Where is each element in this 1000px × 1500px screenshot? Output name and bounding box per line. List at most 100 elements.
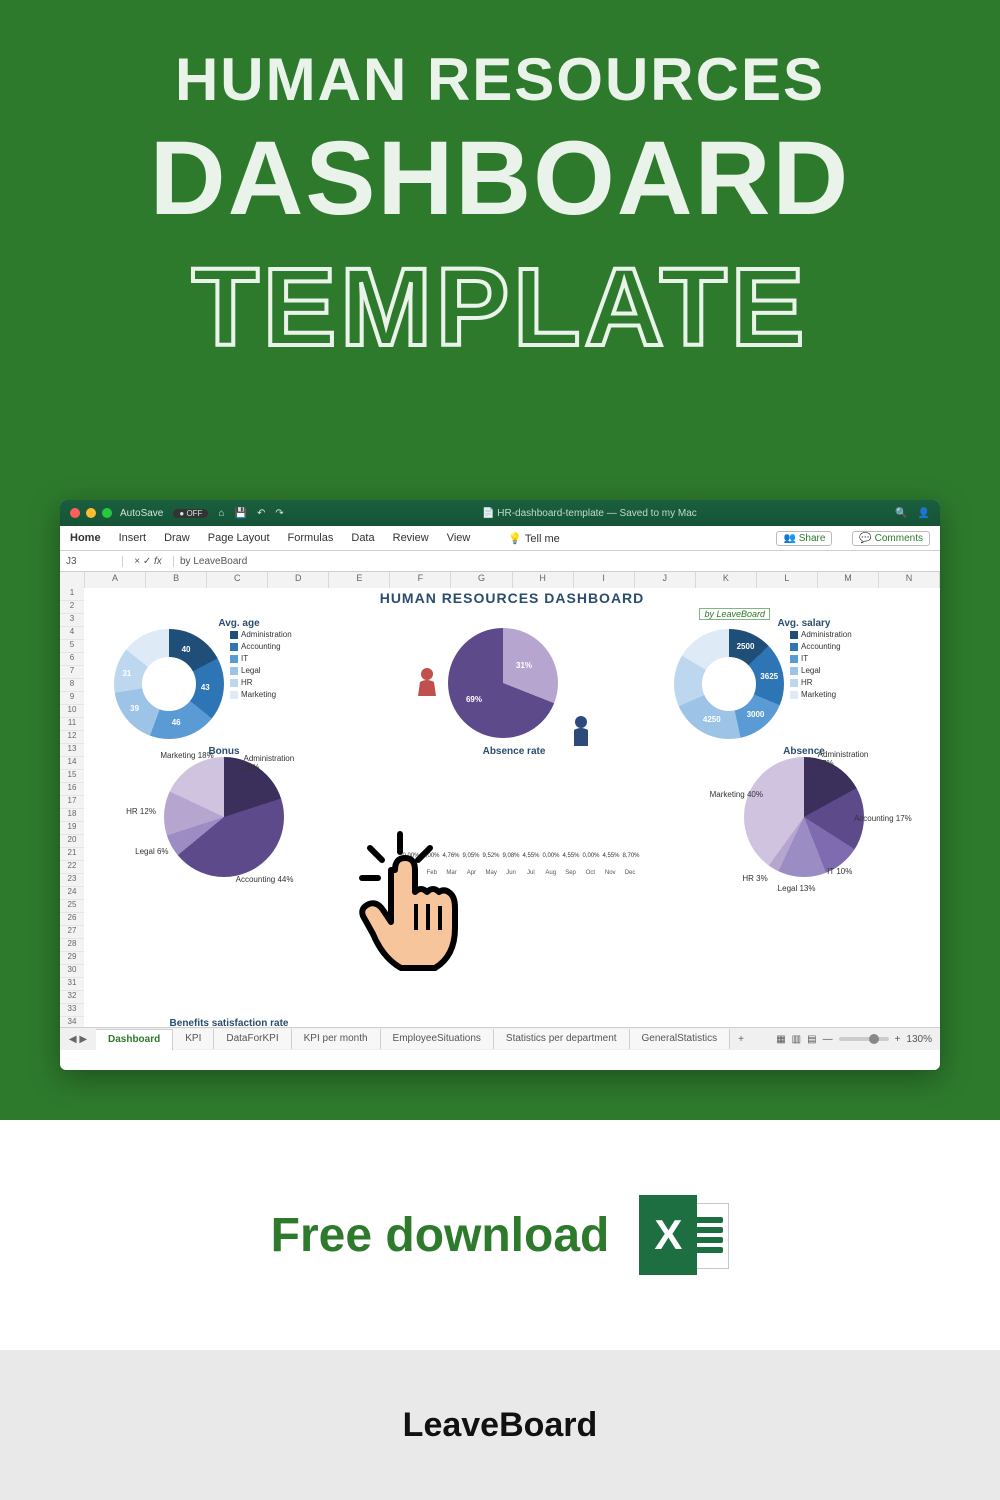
row-32[interactable]: 32 [60,991,84,1004]
col-G[interactable]: G [451,572,512,588]
row-8[interactable]: 8 [60,679,84,692]
avg-age-title: Avg. age [114,618,364,629]
col-A[interactable]: A [85,572,146,588]
share-button[interactable]: 👥 Share [776,531,832,546]
home-icon[interactable]: ⌂ [218,508,224,519]
col-B[interactable]: B [146,572,207,588]
redo-icon[interactable]: ↷ [275,508,283,519]
row-5[interactable]: 5 [60,640,84,653]
tell-me[interactable]: 💡 Tell me [508,532,559,545]
min-dot[interactable] [86,508,96,518]
hero-line1: HUMAN RESOURCES [0,45,1000,114]
row-2[interactable]: 2 [60,601,84,614]
gender-chart: 31%69% [414,628,614,738]
tab-nav[interactable]: ◀ ▶ [60,1034,96,1045]
row-25[interactable]: 25 [60,900,84,913]
row-16[interactable]: 16 [60,783,84,796]
col-J[interactable]: J [635,572,696,588]
row-29[interactable]: 29 [60,952,84,965]
close-dot[interactable] [70,508,80,518]
row-7[interactable]: 7 [60,666,84,679]
col-N[interactable]: N [879,572,940,588]
row-19[interactable]: 19 [60,822,84,835]
row-10[interactable]: 10 [60,705,84,718]
ribbon-tab-review[interactable]: Review [393,532,429,544]
excel-file-icon: X [639,1195,729,1275]
row-9[interactable]: 9 [60,692,84,705]
sheet-tab-dataforkpi[interactable]: DataForKPI [214,1029,291,1049]
row-6[interactable]: 6 [60,653,84,666]
spreadsheet-grid[interactable]: ABCDEFGHIJKLMN 1234567891011121314151617… [60,572,940,1050]
autosave-toggle[interactable]: ● OFF [173,509,208,518]
search-icon[interactable]: 🔍 [895,508,907,519]
ribbon-tab-home[interactable]: Home [70,532,101,544]
legend-item: Marketing [790,689,852,701]
ribbon-tab-formulas[interactable]: Formulas [288,532,334,544]
undo-icon[interactable]: ↶ [257,508,265,519]
ribbon-tab-view[interactable]: View [447,532,471,544]
row-15[interactable]: 15 [60,770,84,783]
view-break-icon[interactable]: ▤ [807,1034,816,1045]
traffic-lights[interactable] [70,508,112,518]
add-sheet-button[interactable]: + [730,1034,752,1045]
ribbon-tab-draw[interactable]: Draw [164,532,190,544]
row-26[interactable]: 26 [60,913,84,926]
ribbon-tab-insert[interactable]: Insert [119,532,147,544]
absence-pie-chart: Absence Administration 17%Accounting 17%… [674,746,934,877]
sheet-tab-statistics-per-department[interactable]: Statistics per department [494,1029,630,1049]
row-20[interactable]: 20 [60,835,84,848]
col-L[interactable]: L [757,572,818,588]
formula-bar: J3 × ✓ fx by LeaveBoard [60,551,940,572]
fx-buttons[interactable]: × ✓ fx [123,556,174,567]
name-box[interactable]: J3 [60,556,123,567]
row-33[interactable]: 33 [60,1004,84,1017]
col-D[interactable]: D [268,572,329,588]
col-I[interactable]: I [574,572,635,588]
row-21[interactable]: 21 [60,848,84,861]
window-title: 📄 HR-dashboard-template — Saved to my Ma… [292,508,887,519]
row-1[interactable]: 1 [60,588,84,601]
row-18[interactable]: 18 [60,809,84,822]
sheet-tab-kpi-per-month[interactable]: KPI per month [292,1029,381,1049]
row-11[interactable]: 11 [60,718,84,731]
sheet-tab-kpi[interactable]: KPI [173,1029,214,1049]
sheet-tab-employeesituations[interactable]: EmployeeSituations [381,1029,494,1049]
col-M[interactable]: M [818,572,879,588]
avg-salary-title: Avg. salary [674,618,934,629]
row-24[interactable]: 24 [60,887,84,900]
row-12[interactable]: 12 [60,731,84,744]
row-28[interactable]: 28 [60,939,84,952]
sheet-tab-dashboard[interactable]: Dashboard [96,1029,173,1050]
col-F[interactable]: F [390,572,451,588]
row-17[interactable]: 17 [60,796,84,809]
col-C[interactable]: C [207,572,268,588]
max-dot[interactable] [102,508,112,518]
page: HUMAN RESOURCES DASHBOARD TEMPLATE AutoS… [0,0,1000,1500]
row-23[interactable]: 23 [60,874,84,887]
sheet-tab-generalstatistics[interactable]: GeneralStatistics [630,1029,731,1049]
row-3[interactable]: 3 [60,614,84,627]
absence-pie: Administration 17%Accounting 17%IT 10%Le… [744,757,864,877]
view-page-icon[interactable]: ▥ [792,1034,801,1045]
view-normal-icon[interactable]: ▦ [776,1034,785,1045]
row-30[interactable]: 30 [60,965,84,978]
row-22[interactable]: 22 [60,861,84,874]
row-14[interactable]: 14 [60,757,84,770]
zoom-control[interactable]: ▦ ▥ ▤ —+ 130% [768,1034,940,1045]
hero-banner: HUMAN RESOURCES DASHBOARD TEMPLATE AutoS… [0,0,1000,1120]
row-4[interactable]: 4 [60,627,84,640]
row-31[interactable]: 31 [60,978,84,991]
fx-input[interactable]: by LeaveBoard [174,556,253,567]
row-27[interactable]: 27 [60,926,84,939]
ribbon-tab-data[interactable]: Data [351,532,374,544]
hero-line3: TEMPLATE [0,244,1000,371]
legend-item: IT [790,653,852,665]
save-icon[interactable]: 💾 [234,508,246,519]
user-icon[interactable]: 👤 [918,508,930,519]
col-E[interactable]: E [329,572,390,588]
comments-button[interactable]: 💬 Comments [852,531,930,546]
col-H[interactable]: H [513,572,574,588]
row-13[interactable]: 13 [60,744,84,757]
ribbon-tab-page-layout[interactable]: Page Layout [208,532,270,544]
col-K[interactable]: K [696,572,757,588]
